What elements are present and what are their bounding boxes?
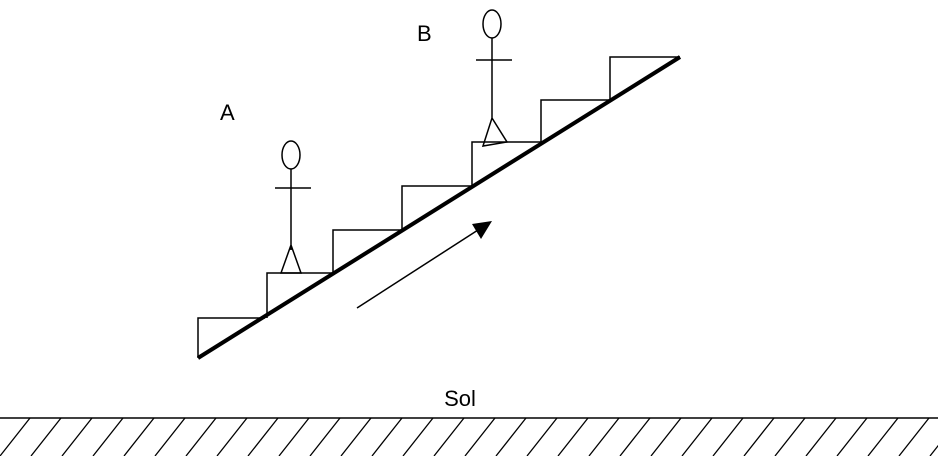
hatch-line — [433, 417, 465, 456]
hatch-line — [681, 417, 713, 456]
hatch-line — [805, 417, 837, 456]
hatch-line — [0, 417, 31, 456]
hatch-line — [743, 417, 775, 456]
label-a: A — [220, 100, 235, 125]
hatch-line — [464, 417, 496, 456]
hatch-line — [216, 417, 248, 456]
steps — [197, 56, 680, 358]
arrow-shaft — [356, 229, 479, 309]
body — [275, 169, 311, 274]
hatch-line — [185, 417, 217, 456]
escalator — [196, 55, 682, 360]
hatch-line — [898, 417, 930, 456]
hatch-line — [836, 417, 868, 456]
body — [476, 38, 512, 147]
label-b: B — [417, 21, 432, 46]
head — [482, 9, 502, 39]
hatch-line — [371, 417, 403, 456]
hatch-line — [309, 417, 341, 456]
hatch-line — [526, 417, 558, 456]
hatch-line — [588, 417, 620, 456]
hatch-line — [123, 417, 155, 456]
hatch-line — [557, 417, 589, 456]
hatch-line — [92, 417, 124, 456]
hatch-line — [774, 417, 806, 456]
hatch-line — [30, 417, 62, 456]
hatch-line — [495, 417, 527, 456]
hatch-line — [712, 417, 744, 456]
hatch-line — [650, 417, 682, 456]
direction-arrow — [356, 221, 492, 309]
ground-label: Sol — [444, 386, 476, 411]
hatch-line — [929, 444, 938, 456]
head — [281, 140, 301, 170]
hatch-line — [247, 417, 279, 456]
ground-hatching — [0, 417, 938, 456]
hatch-line — [154, 417, 186, 456]
person-b — [476, 9, 512, 147]
escalator-rail — [196, 55, 682, 360]
hatch-line — [867, 417, 899, 456]
hatch-line — [619, 417, 651, 456]
hatch-line — [402, 417, 434, 456]
hatch-line — [61, 417, 93, 456]
hatch-line — [340, 417, 372, 456]
arrow-head — [472, 221, 492, 239]
hatch-line — [278, 417, 310, 456]
person-a — [275, 140, 311, 274]
